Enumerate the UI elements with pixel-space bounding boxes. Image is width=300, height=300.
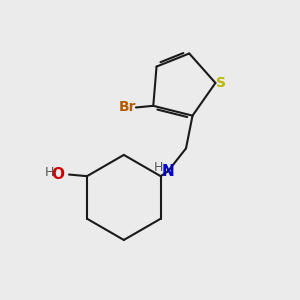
Text: H: H [154,161,163,174]
Text: O: O [51,167,64,182]
Text: N: N [162,164,174,179]
Text: Br: Br [118,100,136,114]
Text: H: H [45,167,54,179]
Text: S: S [216,76,226,90]
